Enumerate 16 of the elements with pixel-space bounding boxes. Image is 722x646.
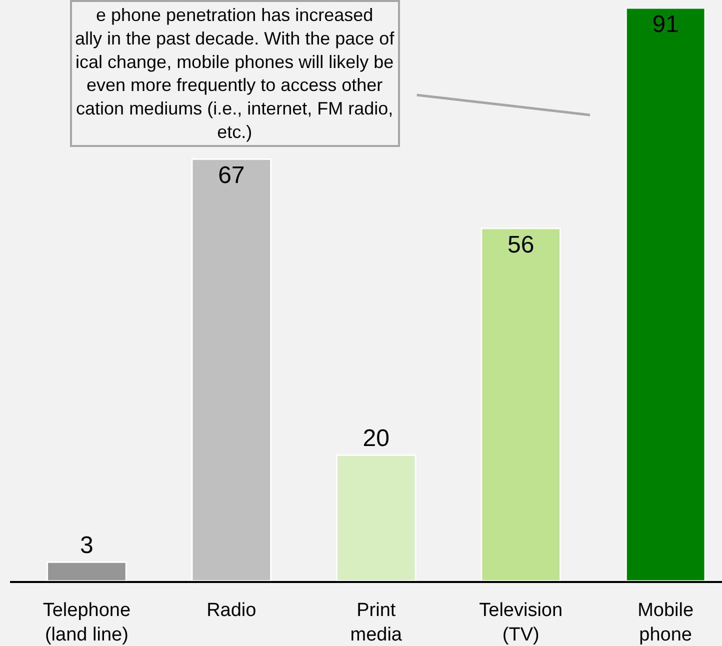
x-tick-label: Radio: [206, 600, 256, 621]
x-tick-label: Print media: [350, 600, 402, 646]
bar: [625, 8, 706, 581]
x-tick-label: Television (TV): [479, 600, 563, 646]
bar: [480, 228, 562, 581]
data-label: 20: [362, 425, 390, 452]
x-tick-label: Telephone (land line): [42, 600, 131, 646]
data-label: 3: [80, 532, 94, 560]
data-label: 91: [652, 11, 679, 38]
data-label: 56: [507, 231, 534, 258]
bar: [46, 561, 127, 581]
data-label: 67: [218, 162, 245, 190]
bar: [336, 454, 416, 581]
annotation: e phone penetration has increased ally in the past decade. With the pace of ical change, mobile phones will likely be even more frequently to access other cation mediums (i.e., internet, FM radio, etc.): [75, 5, 396, 142]
x-tick-label: Mobile phone: [638, 600, 694, 646]
bar: [191, 158, 272, 581]
